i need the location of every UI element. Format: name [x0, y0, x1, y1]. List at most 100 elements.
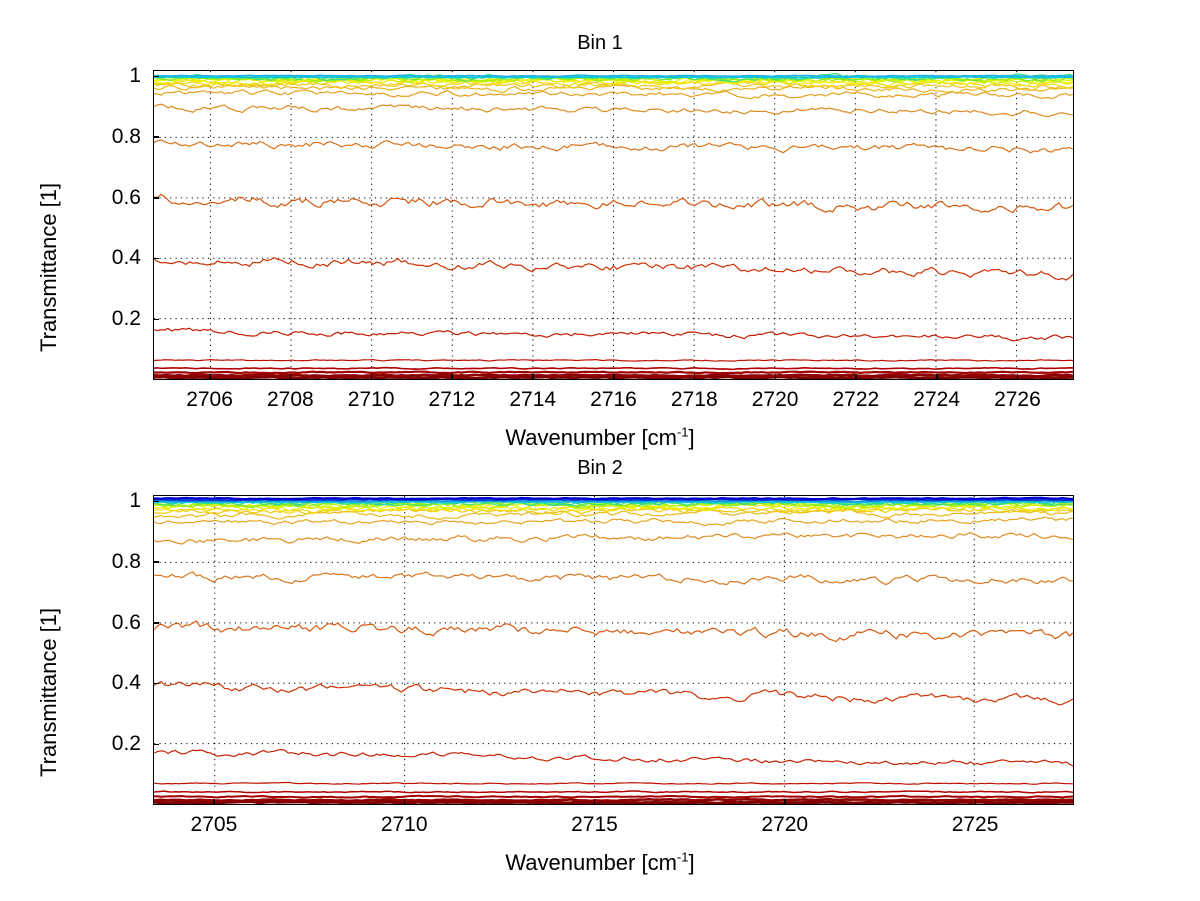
spectrum-line	[154, 506, 1073, 516]
spectrum-line	[154, 571, 1073, 586]
x-tick-label: 2724	[913, 388, 961, 411]
x-tick-mark	[403, 799, 406, 805]
spectrum-line	[154, 257, 1073, 281]
x-axis-label-bracket: ]	[688, 850, 695, 875]
x-tick-mark	[855, 374, 857, 380]
y-axis-label-bin-1: Transmittance [1]	[36, 182, 61, 352]
x-tick-mark	[451, 374, 453, 380]
spectrum-line	[154, 500, 1073, 510]
x-tick-label: 2720	[761, 813, 809, 836]
x-tick-mark	[209, 374, 211, 380]
x-tick-label: 2710	[347, 388, 395, 411]
spectrum-line	[154, 366, 1073, 371]
spectrum-line	[154, 799, 1073, 804]
y-tick-label: 0.2	[111, 732, 141, 756]
x-axis-label-text: Wavenumber [cm	[505, 850, 677, 875]
x-tick-label: 2710	[380, 813, 428, 836]
spectrum-line	[154, 75, 1073, 79]
x-tick-mark	[532, 374, 534, 380]
y-axis-label-bin-2: Transmittance [1]	[36, 607, 61, 777]
y-tick-mark	[153, 682, 159, 685]
x-tick-label: 2715	[571, 813, 618, 836]
chart-title-bin-2: Bin 2	[577, 457, 623, 479]
spectrum-line	[154, 89, 1073, 100]
spectrum-line	[154, 497, 1073, 502]
x-tick-label: 2705	[190, 813, 238, 836]
y-tick-mark	[153, 75, 159, 78]
spectrum-line	[154, 794, 1073, 799]
spectra-lines-bin-1	[154, 71, 1073, 379]
x-tick-label: 2722	[832, 388, 880, 411]
spectrum-line	[154, 77, 1073, 86]
spectrum-line	[154, 620, 1073, 643]
y-tick-mark	[153, 318, 159, 321]
y-tick-mark	[153, 257, 159, 260]
x-tick-label: 2726	[994, 388, 1041, 411]
y-tick-label: 0.4	[111, 246, 141, 270]
x-tick-label: 2718	[670, 388, 718, 411]
plot-area-bin-1	[153, 70, 1074, 380]
spectrum-line	[154, 103, 1073, 117]
x-tick-mark	[289, 374, 292, 380]
x-tick-label: 2712	[428, 388, 476, 411]
spectrum-line	[154, 139, 1073, 154]
x-axis-label-text: Wavenumber [cm	[505, 425, 677, 450]
x-tick-mark	[593, 799, 596, 805]
x-tick-mark	[936, 374, 938, 380]
y-tick-mark	[153, 743, 159, 746]
spectrum-line	[154, 79, 1073, 89]
spectrum-line	[154, 499, 1073, 508]
spectrum-line	[154, 797, 1073, 803]
y-tick-label: 0.6	[111, 185, 141, 209]
x-tick-label: 2706	[186, 388, 233, 411]
spectrum-line	[154, 790, 1073, 794]
spectrum-line	[154, 84, 1073, 94]
y-tick-label: 0.2	[111, 307, 141, 331]
spectrum-line	[154, 781, 1073, 785]
spectrum-line	[154, 532, 1073, 545]
y-tick-mark	[153, 500, 159, 503]
spectrum-line	[154, 748, 1073, 767]
y-tick-mark	[153, 561, 159, 563]
x-axis-label-exponent: -1	[676, 849, 689, 865]
y-tick-label: 0.4	[111, 671, 141, 695]
x-tick-mark	[693, 374, 696, 380]
x-tick-label: 2725	[951, 813, 999, 836]
x-tick-label: 2714	[509, 388, 557, 411]
x-axis-label-exponent: -1	[676, 424, 689, 440]
y-tick-label: 0.8	[111, 549, 141, 573]
y-tick-label: 0.8	[111, 124, 141, 148]
x-tick-mark	[974, 799, 977, 805]
x-tick-mark	[370, 374, 373, 380]
spectrum-line	[154, 370, 1073, 375]
spectrum-line	[154, 74, 1073, 78]
x-tick-label: 2720	[751, 388, 799, 411]
spectrum-line	[154, 193, 1073, 214]
y-tick-mark	[153, 136, 159, 138]
spectrum-line	[154, 74, 1073, 83]
x-axis-label-bin-2: Wavenumber [cm-1]	[0, 850, 1200, 876]
y-tick-label: 1	[129, 64, 141, 88]
spectrum-line	[154, 680, 1073, 706]
spectrum-line	[154, 496, 1073, 501]
x-tick-mark	[1016, 374, 1019, 380]
y-tick-mark	[153, 197, 159, 199]
x-tick-mark	[784, 799, 786, 805]
x-tick-mark	[213, 799, 215, 805]
y-tick-mark	[153, 622, 159, 624]
y-tick-label: 0.6	[111, 610, 141, 634]
chart-title-bin-1: Bin 1	[577, 32, 623, 54]
x-tick-label: 2708	[266, 388, 314, 411]
subplot-bin-2: Bin 2 Transmittance [1] Wavenumber [cm-1…	[0, 450, 1200, 901]
x-axis-label-bin-1: Wavenumber [cm-1]	[0, 425, 1200, 451]
spectrum-line	[154, 327, 1073, 342]
x-tick-mark	[613, 374, 615, 380]
spectrum-line	[154, 358, 1073, 362]
spectrum-line	[154, 516, 1073, 527]
spectra-lines-bin-2	[154, 496, 1073, 804]
x-tick-label: 2716	[590, 388, 637, 411]
y-tick-label: 1	[129, 489, 141, 513]
x-axis-label-bracket: ]	[688, 425, 695, 450]
subplot-bin-1: Bin 1 Transmittance [1] Wavenumber [cm-1…	[0, 0, 1200, 450]
